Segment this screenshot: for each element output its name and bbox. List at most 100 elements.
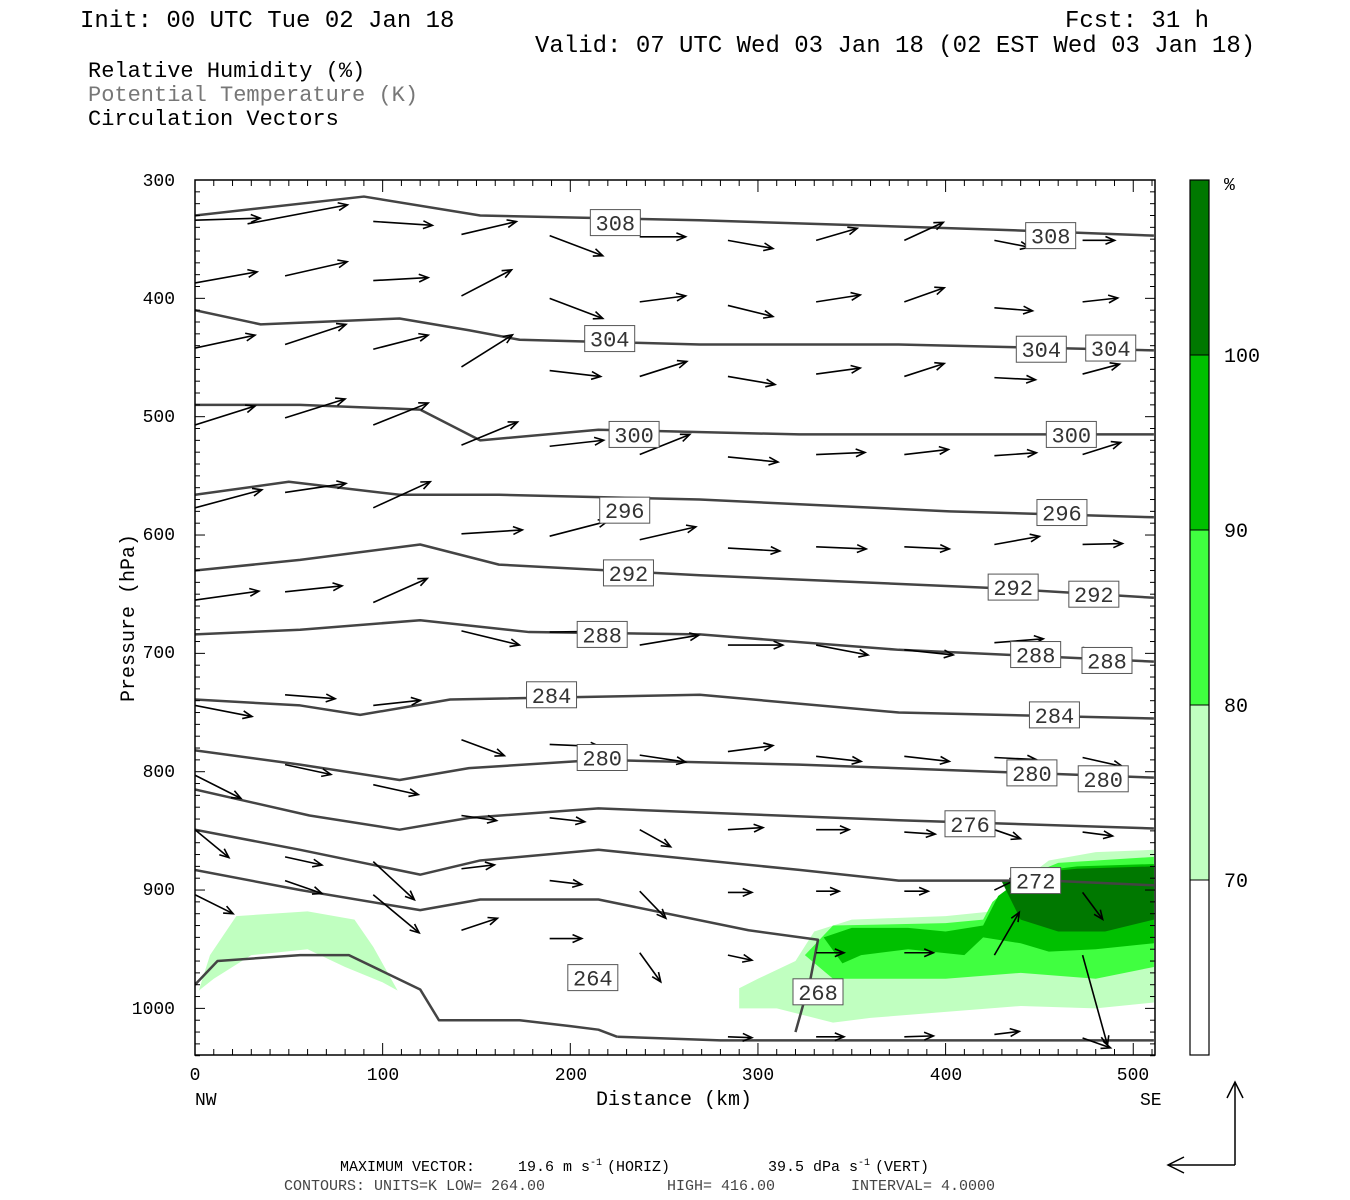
- vector-head: [509, 638, 522, 648]
- vector-head: [487, 916, 500, 926]
- vector-shaft: [195, 405, 256, 426]
- vector-shaft: [904, 448, 949, 456]
- vector-shaft: [372, 402, 429, 426]
- vector-shaft: [461, 738, 505, 757]
- vector-arrow: [816, 886, 842, 896]
- contour-line-280: [195, 749, 1154, 782]
- vector-arrow: [904, 828, 938, 839]
- vector-arrow: [372, 402, 431, 426]
- vector-shaft: [639, 295, 686, 303]
- vector-shaft: [994, 239, 1030, 249]
- vector-arrow: [1082, 539, 1125, 549]
- vector-head: [1093, 909, 1104, 922]
- vector-shaft: [549, 297, 604, 320]
- vector-arrow: [816, 364, 863, 375]
- contour-label-box: [1015, 335, 1067, 363]
- vector-shaft: [816, 546, 867, 550]
- colorbar-80: [1190, 530, 1209, 705]
- contour-label: 304: [1091, 338, 1131, 363]
- vector-arrow: [284, 582, 345, 593]
- vector-arrow: [372, 861, 416, 902]
- vector-head: [829, 886, 842, 896]
- vector-shaft: [195, 489, 263, 509]
- contour-label-box: [1045, 420, 1097, 448]
- contour-interval: INTERVAL= 4.0000: [851, 1178, 995, 1195]
- vector-head: [223, 905, 235, 915]
- vector-head: [571, 878, 584, 888]
- vector-arrow: [461, 268, 514, 297]
- xtick-label: 500: [1117, 1066, 1149, 1086]
- max-vector-label: MAXIMUM VECTOR:: [340, 1159, 475, 1176]
- colorbar-label: 80: [1224, 696, 1248, 719]
- vector-head: [337, 259, 350, 269]
- vector-shaft: [461, 864, 495, 870]
- vector-arrow: [904, 361, 947, 378]
- vector-arrow: [284, 397, 348, 419]
- vector-arrow: [1082, 294, 1120, 304]
- vector-arrow: [904, 286, 947, 303]
- vector-head: [501, 268, 514, 279]
- vector-arrow: [549, 369, 603, 381]
- colorbar-below-70: [1190, 880, 1209, 1055]
- vector-head: [494, 748, 507, 757]
- vector-shaft: [284, 482, 347, 494]
- vector-arrow: [904, 445, 951, 456]
- contour-label-box: [987, 573, 1039, 601]
- vector-shaft: [549, 879, 582, 886]
- vector-head: [679, 433, 692, 443]
- vector-shaft: [815, 294, 861, 303]
- vector-head: [1110, 440, 1123, 450]
- vector-arrow: [195, 587, 261, 601]
- contour-label: 300: [1052, 424, 1092, 449]
- vector-arrow: [816, 448, 868, 458]
- vector-arrow: [639, 952, 662, 984]
- vector-shaft: [994, 376, 1036, 381]
- vector-arrow: [816, 1032, 847, 1042]
- contour-label-box: [1077, 765, 1129, 793]
- vector-head: [850, 364, 863, 374]
- vector-arrow: [903, 221, 946, 242]
- vector-head: [768, 456, 781, 466]
- vector-shaft: [549, 369, 601, 378]
- vector-arrow: [284, 856, 324, 868]
- vector-shaft: [639, 433, 691, 456]
- ytick-label: 300: [143, 172, 175, 192]
- contour-label: 308: [1031, 226, 1071, 251]
- vector-head: [1009, 1027, 1022, 1038]
- contour-label: 264: [573, 968, 613, 993]
- axis-ticks: [194, 179, 1155, 1057]
- vector-head: [574, 816, 587, 826]
- vector-arrow: [639, 890, 668, 920]
- vector-shaft: [639, 754, 686, 763]
- vector-shaft: [727, 826, 764, 831]
- vector-arrow: [727, 375, 778, 388]
- max-horiz-vector: 19.6 m s-1 (HORIZ): [518, 1158, 670, 1176]
- vector-shaft: [373, 699, 421, 707]
- vector-shaft: [461, 529, 523, 535]
- vector-arrow: [639, 359, 689, 378]
- vector-shaft: [1082, 831, 1113, 837]
- vector-arrow: [727, 953, 754, 963]
- vector-head: [753, 823, 766, 833]
- vector-arrow: [816, 825, 852, 835]
- contour-label-box: [567, 964, 619, 992]
- contour-label-box: [576, 620, 628, 648]
- vector-arrow: [373, 332, 431, 351]
- vector-arrow: [994, 533, 1042, 546]
- vector-head: [934, 286, 947, 296]
- contour-line-264: [195, 953, 618, 1038]
- vector-head: [765, 378, 778, 388]
- ytick-label: 1000: [132, 1000, 175, 1020]
- vector-arrow: [284, 480, 349, 494]
- vector-arrow: [816, 543, 869, 554]
- vector-arrow: [1082, 362, 1122, 375]
- vector-head: [418, 332, 431, 342]
- contour-label-box: [1025, 222, 1077, 250]
- contour-line-300: [195, 403, 1154, 442]
- vector-head: [337, 201, 350, 212]
- contour-label-box: [1010, 641, 1062, 669]
- contour-label: 276: [950, 814, 990, 839]
- vector-arrow: [195, 268, 260, 284]
- vector-shaft: [195, 829, 230, 859]
